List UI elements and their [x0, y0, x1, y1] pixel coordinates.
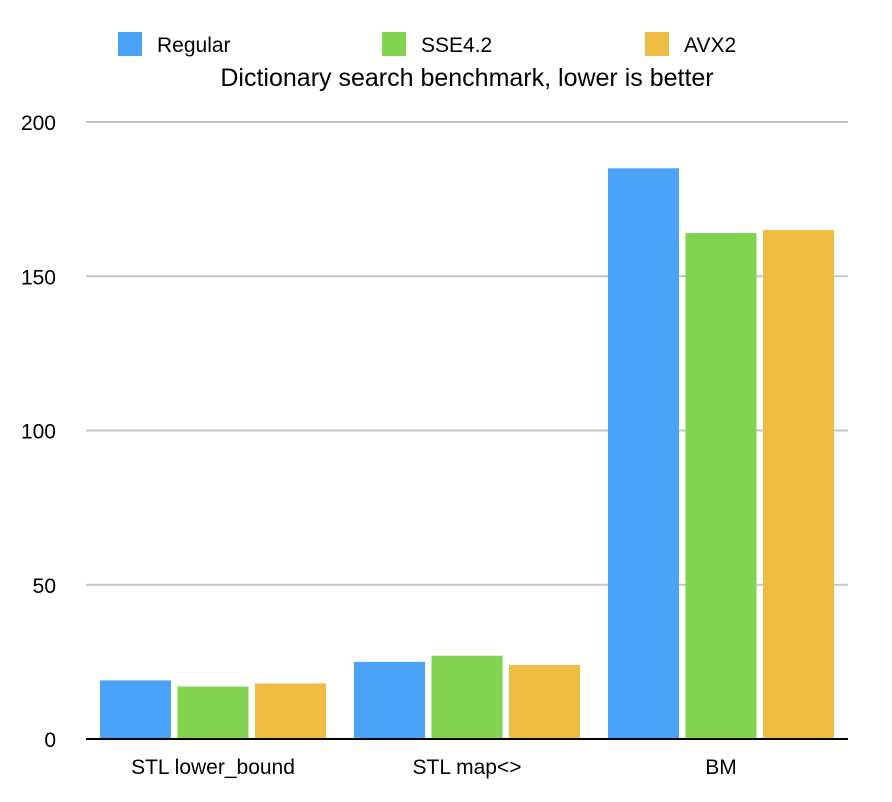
- x-axis-labels: STL lower_bound STL map<> BM: [131, 756, 737, 779]
- bar-regular-2: [608, 168, 679, 739]
- y-tick-label: 150: [21, 266, 56, 289]
- bar-avx2-1: [509, 664, 580, 739]
- legend-swatch: [118, 32, 142, 56]
- bar-regular-0: [100, 680, 171, 739]
- x-category-label: STL map<>: [413, 756, 522, 779]
- x-category-label: STL lower_bound: [131, 756, 295, 779]
- bar-avx2-0: [255, 683, 326, 739]
- bar-sse4-2-2: [685, 233, 757, 739]
- y-axis-ticks: 0 50 100 150 200: [21, 112, 56, 752]
- y-tick-label: 200: [21, 112, 56, 135]
- y-tick-label: 50: [33, 575, 56, 598]
- chart-legend: Regular SSE4.2 AVX2: [118, 32, 736, 57]
- legend-label: Regular: [157, 34, 231, 57]
- legend-swatch: [645, 32, 669, 56]
- legend-label: SSE4.2: [421, 34, 492, 57]
- bar-sse4-2-0: [177, 686, 249, 739]
- y-tick-label: 0: [44, 729, 56, 752]
- legend-swatch: [382, 32, 406, 56]
- x-category-label: BM: [705, 756, 737, 779]
- chart-title: Dictionary search benchmark, lower is be…: [220, 64, 713, 92]
- bar-sse4-2-1: [431, 655, 503, 739]
- bar-avx2-2: [763, 229, 834, 739]
- bar-regular-1: [354, 661, 425, 739]
- legend-label: AVX2: [684, 34, 736, 57]
- bars: [100, 168, 834, 739]
- y-tick-label: 100: [21, 421, 56, 444]
